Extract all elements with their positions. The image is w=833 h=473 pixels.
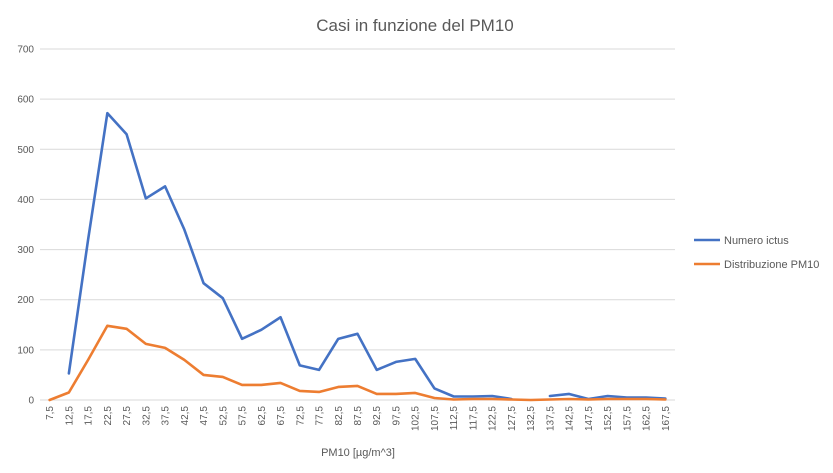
x-tick-label: 122,5 — [488, 406, 499, 431]
x-tick-label: 97,5 — [391, 406, 402, 426]
x-tick-label: 37,5 — [161, 406, 172, 426]
x-tick-label: 32,5 — [141, 406, 152, 426]
x-tick-label: 142,5 — [565, 406, 576, 431]
x-tick-label: 57,5 — [238, 406, 249, 426]
x-tick-label: 117,5 — [468, 406, 479, 431]
y-tick-label: 100 — [17, 345, 34, 356]
x-tick-label: 52,5 — [218, 406, 229, 426]
x-tick-label: 82,5 — [334, 406, 345, 426]
y-tick-label: 500 — [17, 145, 34, 156]
x-tick-label: 162,5 — [642, 406, 653, 431]
x-tick-label: 167,5 — [661, 406, 672, 431]
x-tick-label: 27,5 — [122, 406, 133, 426]
x-tick-label: 112,5 — [449, 406, 460, 431]
x-tick-label: 137,5 — [545, 406, 556, 431]
x-tick-label: 67,5 — [276, 406, 287, 426]
x-tick-label: 87,5 — [353, 406, 364, 426]
gridlines — [40, 48, 675, 401]
x-tick-label: 157,5 — [622, 406, 633, 431]
x-tick-label: 22,5 — [103, 406, 114, 426]
y-tick-label: 200 — [17, 295, 34, 306]
legend: Numero ictus Distribuzione PM10 — [694, 235, 819, 271]
chart-title: Casi in funzione del PM10 — [316, 16, 514, 35]
series-line-1 — [67, 111, 667, 401]
x-tick-label: 152,5 — [603, 406, 614, 431]
y-tick-label: 700 — [17, 45, 34, 56]
y-tick-label: 600 — [17, 95, 34, 106]
x-tick-label: 17,5 — [84, 406, 95, 426]
x-tick-label: 127,5 — [507, 406, 518, 431]
x-tick-label: 47,5 — [199, 406, 210, 426]
y-tick-label: 300 — [17, 245, 34, 256]
x-tick-label: 92,5 — [372, 406, 383, 426]
x-tick-label: 42,5 — [180, 406, 191, 426]
legend-label: Distribuzione PM10 — [724, 259, 819, 271]
x-tick-label: 107,5 — [430, 406, 441, 431]
x-tick-label: 102,5 — [411, 406, 422, 431]
x-tick-label: 132,5 — [526, 406, 537, 431]
x-axis-label: PM10 [µg/m^3] — [321, 447, 395, 459]
x-tick-label: 72,5 — [295, 406, 306, 426]
x-tick-label: 62,5 — [257, 406, 268, 426]
x-tick-label: 77,5 — [315, 406, 326, 426]
series-lines — [48, 111, 667, 402]
series-line-2 — [48, 324, 667, 402]
y-tick-label: 0 — [28, 396, 34, 407]
x-tick-label: 7,5 — [45, 406, 56, 420]
y-axis-ticks: 0 100 200 300 400 500 600 700 — [17, 45, 34, 407]
legend-label: Numero ictus — [724, 235, 789, 247]
x-tick-label: 12,5 — [64, 406, 75, 426]
x-tick-label: 147,5 — [584, 406, 595, 431]
x-axis-ticks: 7,5 12,5 17,5 22,5 27,5 32,5 37,5 42,5 47,5 52,5 5… — [45, 406, 672, 431]
y-tick-label: 400 — [17, 195, 34, 206]
